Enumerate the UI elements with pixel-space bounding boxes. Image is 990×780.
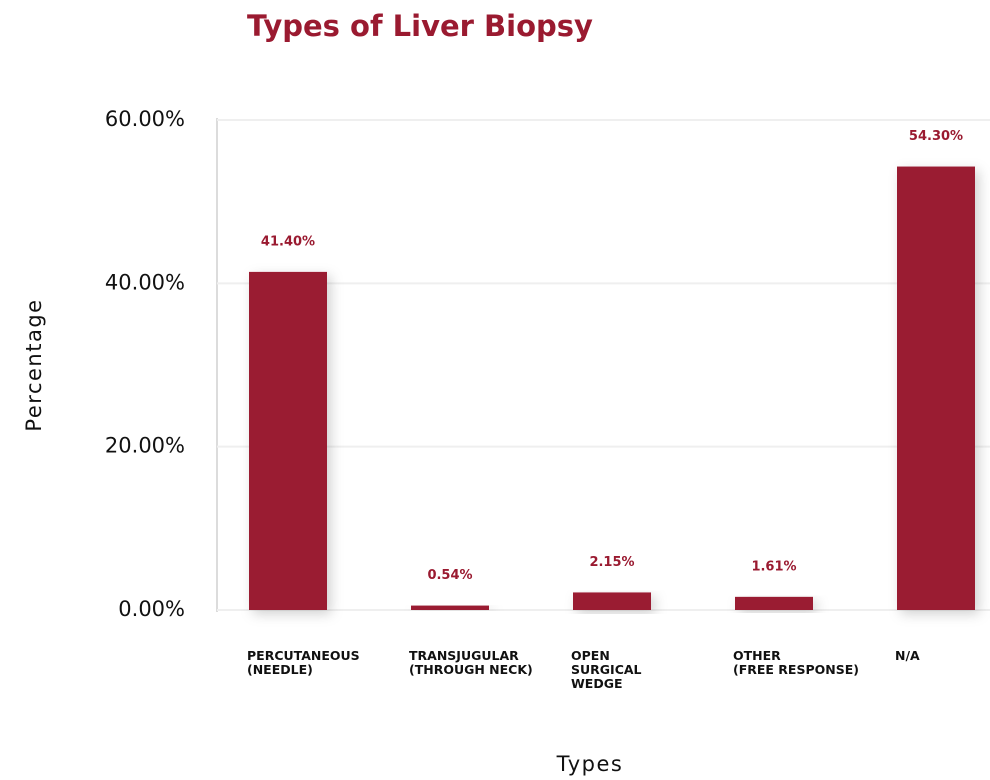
- bar: [249, 271, 327, 610]
- x-tick-label-box: PERCUTANEOUS (NEEDLE): [247, 649, 360, 677]
- x-tick-label-box: TRANSJUGULAR (THROUGH NECK): [409, 649, 533, 677]
- y-tick-label: 60.00%: [105, 107, 185, 131]
- x-tick-label: TRANSJUGULAR (THROUGH NECK): [409, 649, 533, 677]
- x-tick-label-box: N/A: [895, 649, 920, 663]
- x-tick-label: N/A: [895, 649, 920, 663]
- x-tick-label-box: OPEN SURGICAL WEDGE: [571, 649, 642, 691]
- bar: [573, 592, 651, 610]
- y-tick-label: 0.00%: [118, 597, 185, 621]
- x-tick-label: OPEN SURGICAL WEDGE: [571, 649, 642, 691]
- bar: [897, 166, 975, 611]
- x-axis-label: Types: [556, 752, 624, 776]
- y-tick-label: 40.00%: [105, 270, 185, 294]
- x-tick-label-box: OTHER (FREE RESPONSE): [733, 649, 859, 677]
- y-axis-label: Percentage: [22, 298, 46, 431]
- value-label: 2.15%: [589, 555, 634, 570]
- value-label: 41.40%: [261, 234, 315, 249]
- value-label: 1.61%: [751, 559, 796, 574]
- value-label: 0.54%: [427, 568, 472, 583]
- value-label: 54.30%: [909, 129, 963, 144]
- y-tick-label: 20.00%: [105, 434, 185, 458]
- x-tick-label: PERCUTANEOUS (NEEDLE): [247, 649, 360, 677]
- chart-title: Types of Liver Biopsy: [247, 9, 593, 43]
- x-tick-label: OTHER (FREE RESPONSE): [733, 649, 859, 677]
- bar: [411, 605, 489, 610]
- bar: [735, 596, 813, 610]
